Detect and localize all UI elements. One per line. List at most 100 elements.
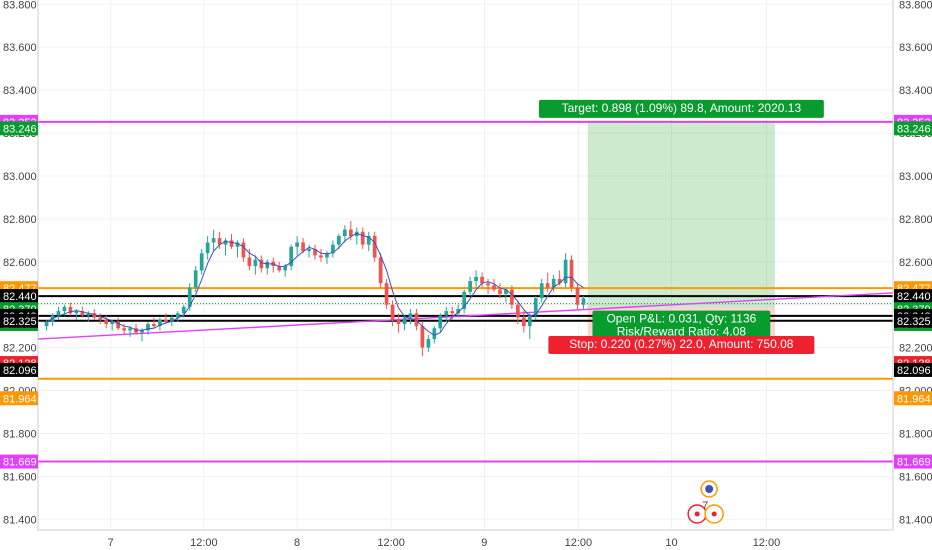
price-label-right: 82.325 — [897, 316, 931, 328]
candle-body — [438, 315, 443, 329]
candle-body — [498, 289, 502, 294]
y-tick-label-right: 83.800 — [899, 0, 932, 11]
price-label-left: 82.096 — [3, 365, 37, 377]
price-label-bg-right — [894, 121, 932, 136]
price-label-right: 81.669 — [897, 457, 931, 469]
candle-body — [140, 330, 144, 333]
grid — [38, 0, 893, 530]
dot-icon — [694, 511, 700, 517]
candle-body — [432, 328, 437, 340]
candle-body — [510, 289, 514, 305]
candle-body — [563, 259, 568, 284]
price-label-right: 82.440 — [897, 291, 931, 303]
y-tick-label-left: 82.200 — [3, 343, 37, 355]
y-tick-label-right: 82.800 — [899, 214, 932, 226]
candle-body — [56, 311, 61, 316]
x-tick-label: 12:00 — [753, 537, 781, 549]
candle-body — [241, 242, 246, 258]
candle-body — [360, 231, 365, 245]
candle-body — [289, 246, 294, 267]
candle-body — [205, 242, 210, 254]
price-label-bg-right — [894, 391, 932, 406]
price-label-right: 83.246 — [897, 123, 931, 135]
candle-body — [539, 283, 544, 299]
candle-body — [211, 238, 216, 243]
candle-body — [402, 317, 407, 325]
candle-body — [122, 328, 126, 331]
candle-body — [468, 281, 472, 292]
trendline[interactable] — [37, 292, 894, 340]
candle-body — [68, 306, 73, 314]
price-label-bg-left — [0, 362, 38, 377]
candle-body — [265, 261, 270, 269]
pnl-label-text: Open P&L: 0.031, Qty: 1136 — [606, 312, 756, 326]
candle-body — [301, 242, 305, 252]
candle-body — [217, 238, 222, 245]
y-tick-label-left: 83.400 — [3, 85, 37, 97]
x-tick-label: 12:00 — [377, 537, 405, 549]
candle-body — [462, 291, 467, 309]
candle-body — [116, 321, 120, 329]
moving-average — [46, 232, 584, 336]
candle-body — [86, 313, 91, 316]
y-tick-label-right: 82.600 — [899, 257, 932, 269]
trendline-line[interactable] — [37, 292, 894, 340]
y-tick-label-right: 83.000 — [899, 171, 932, 183]
candle-body — [557, 278, 562, 284]
price-label-bg-left — [0, 121, 38, 136]
event-markers[interactable]: 7 — [687, 480, 724, 524]
candle-body — [408, 313, 413, 318]
candle-body — [146, 324, 150, 331]
stop-label: Stop: 0.220 (0.27%) 22.0, Amount: 750.08 — [548, 335, 815, 354]
target-label: Target: 0.898 (1.09%) 89.8, Amount: 2020… — [538, 99, 824, 118]
candle-body — [307, 248, 311, 252]
candle-body — [372, 236, 377, 258]
price-label-bg-right — [894, 313, 932, 328]
y-tick-label-right: 82.200 — [899, 343, 932, 355]
candle-body — [152, 324, 156, 327]
price-label-right: 82.096 — [897, 365, 931, 377]
candle-body — [164, 319, 168, 322]
candle-body — [390, 304, 395, 320]
y-tick-label-left: 83.600 — [3, 42, 37, 54]
candle-body — [229, 240, 234, 247]
candle-body — [516, 304, 520, 318]
price-label-bg-right — [894, 289, 932, 304]
target-zone[interactable] — [587, 121, 776, 308]
candle-body — [313, 248, 317, 256]
position-labels: Target: 0.898 (1.09%) 89.8, Amount: 2020… — [538, 99, 824, 354]
candle-body — [551, 278, 556, 288]
candle-body — [325, 253, 329, 258]
candle-body — [581, 298, 586, 305]
y-tick-label-left: 81.600 — [3, 471, 37, 483]
target-label-text: Target: 0.898 (1.09%) 89.8, Amount: 2020… — [562, 101, 802, 115]
price-label-bg-right — [894, 362, 932, 377]
candle-body — [444, 311, 449, 316]
pnl-label-bg — [592, 310, 771, 342]
stop-label-text: Stop: 0.220 (0.27%) 22.0, Amount: 750.08 — [569, 337, 793, 351]
candle-body — [92, 313, 97, 318]
candle-body — [414, 313, 419, 327]
candle-body — [450, 311, 455, 314]
candle-body — [134, 328, 138, 333]
candle-body — [80, 311, 85, 316]
candle-body — [337, 236, 341, 245]
y-tick-label-left: 83.000 — [3, 171, 37, 183]
price-label-bg-left — [0, 391, 38, 406]
candle-body — [569, 259, 574, 288]
y-tick-label-left: 82.600 — [3, 257, 37, 269]
y-tick-label-left: 82.800 — [3, 214, 37, 226]
price-label-right: 81.964 — [897, 393, 931, 405]
candle-body — [420, 326, 425, 348]
y-tick-label-right: 83.400 — [899, 85, 932, 97]
candle-body — [181, 306, 186, 314]
candle-body — [175, 313, 180, 318]
x-tick-label: 10 — [665, 537, 677, 549]
candle-body — [474, 276, 478, 282]
candle-body — [110, 321, 115, 325]
candle-body — [295, 242, 299, 247]
y-tick-label-left: 81.400 — [3, 514, 37, 526]
candle-body — [223, 240, 228, 245]
candle-body — [575, 287, 580, 305]
